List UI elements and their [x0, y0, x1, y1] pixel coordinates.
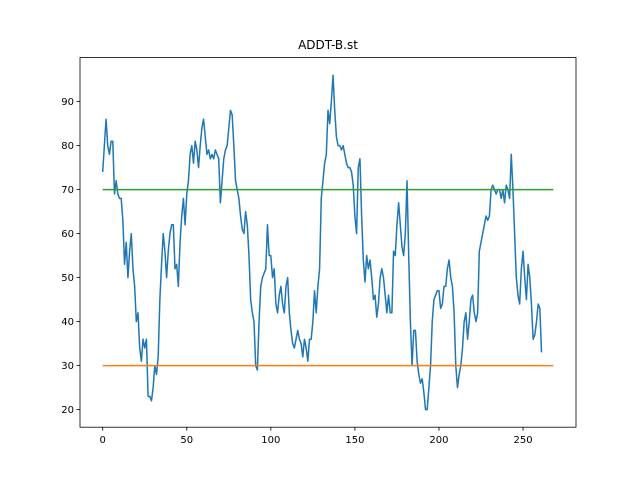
y-tick-label: 50	[61, 273, 74, 284]
x-tick-label: 0	[100, 435, 106, 446]
x-tick-label: 50	[180, 435, 193, 446]
x-tick-label: 150	[345, 435, 364, 446]
axes-frame	[79, 57, 577, 428]
y-tick-label: 60	[61, 229, 74, 240]
x-tick-label: 100	[261, 435, 280, 446]
x-tick-label: 200	[429, 435, 448, 446]
chart-title: ADDT-B.st	[298, 38, 358, 52]
y-tick-label: 90	[61, 97, 74, 108]
axes-layer: 0 50 100 150 200 250 20 30 40 50 60 70 80 90	[61, 57, 577, 446]
y-tick-label: 70	[61, 185, 74, 196]
y-tick-label: 40	[61, 317, 74, 328]
x-tick-label: 250	[513, 435, 532, 446]
y-tick-label: 80	[61, 141, 74, 152]
series-layer	[101, 74, 554, 411]
y-tick-label: 30	[61, 361, 74, 372]
y-tick-label: 20	[61, 405, 74, 416]
